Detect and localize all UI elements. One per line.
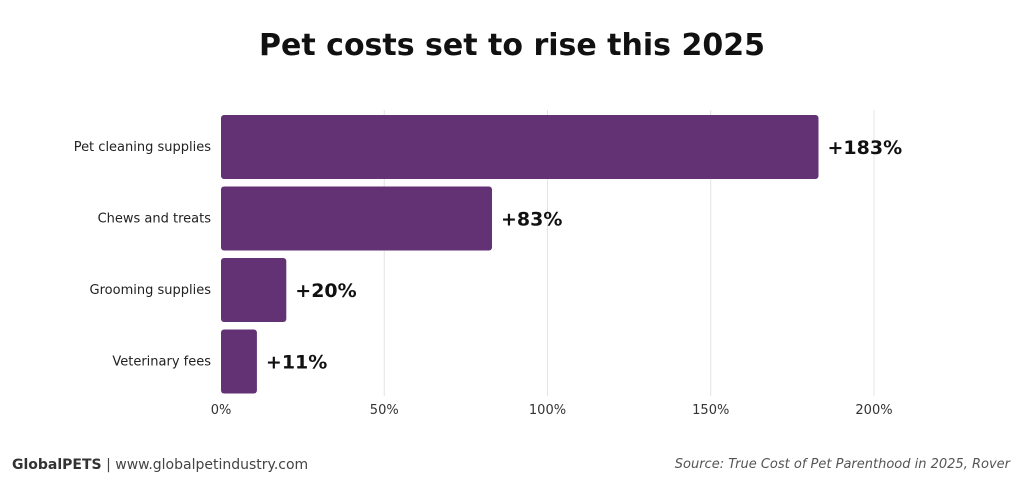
bar xyxy=(221,258,287,322)
source-note: Source: True Cost of Pet Parenthood in 2… xyxy=(674,457,1010,472)
category-label: Chews and treats xyxy=(98,212,212,227)
data-label: +183% xyxy=(827,137,902,159)
chart-title: Pet costs set to rise this 2025 xyxy=(259,28,765,63)
x-tick-label: 50% xyxy=(370,403,399,418)
bar xyxy=(221,115,819,179)
brand-name: GlobalPETS xyxy=(12,457,102,473)
x-tick-label: 200% xyxy=(855,403,892,418)
category-label: Grooming supplies xyxy=(90,283,212,298)
x-tick-label: 150% xyxy=(692,403,729,418)
bar xyxy=(221,186,492,251)
data-label: +11% xyxy=(266,352,327,374)
data-label: +20% xyxy=(295,280,356,302)
footer-separator: | xyxy=(106,457,111,473)
category-label: Veterinary fees xyxy=(112,355,211,370)
category-label: Pet cleaning supplies xyxy=(74,140,212,155)
bar xyxy=(221,329,257,394)
website-link[interactable]: www.globalpetindustry.com xyxy=(115,457,309,473)
x-tick-label: 0% xyxy=(211,403,232,418)
footer-credit: GlobalPETS | www.globalpetindustry.com xyxy=(12,457,308,473)
x-tick-label: 100% xyxy=(529,403,566,418)
data-label: +83% xyxy=(501,209,562,231)
